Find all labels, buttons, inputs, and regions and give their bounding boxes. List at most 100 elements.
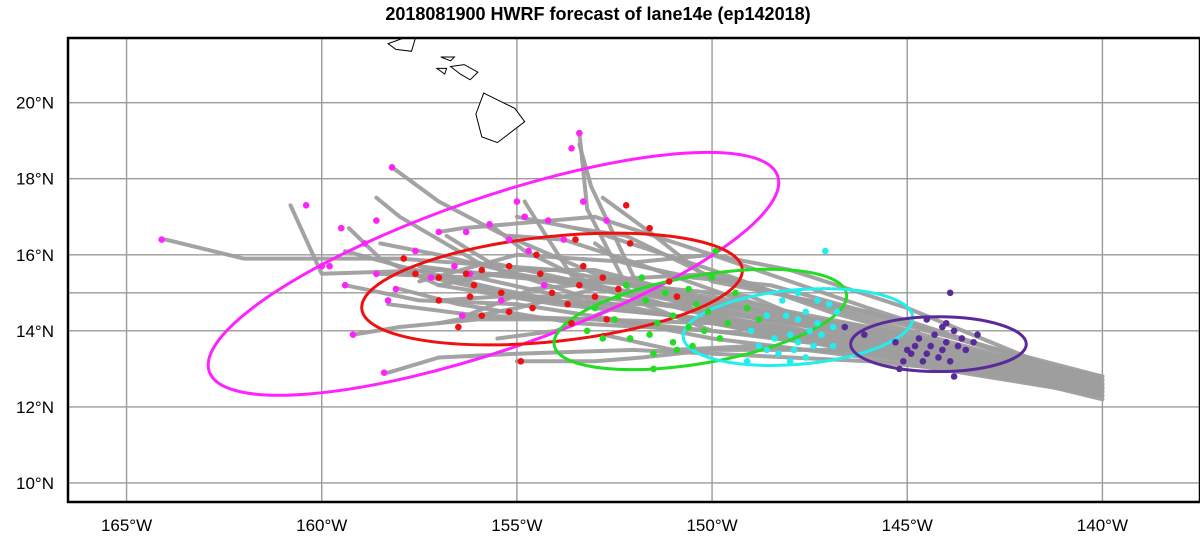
cyan-point [775,350,782,357]
red-point [568,319,575,327]
purple-point [962,346,970,354]
red-point [572,236,579,243]
map-title: 2018081900 HWRF forecast of lane14e (ep1… [385,4,810,24]
purple-point [954,342,962,350]
cyan-point [779,297,786,304]
x-tick-label: 150°W [686,516,737,535]
red-point [533,251,540,259]
magenta-point [435,228,443,236]
purple-point [923,350,931,357]
cyan-point [806,327,813,335]
magenta-point [544,217,552,224]
cyan-point [810,342,817,350]
magenta-point [521,213,529,221]
magenta-point [384,297,392,304]
red-point [466,293,474,300]
cyan-point [755,342,763,350]
purple-point [942,319,950,327]
forecast-tracks [163,131,1105,402]
green-point [693,300,700,308]
green-point [615,293,622,300]
green-point [669,338,677,346]
magenta-point [337,224,345,232]
x-tick-label: 140°W [1077,516,1128,535]
x-tick-label: 155°W [491,516,542,535]
purple-point [841,323,849,331]
red-point [576,281,583,289]
magenta-point [525,247,532,255]
green-point [716,335,724,342]
purple-point [946,357,954,365]
red-point [505,262,513,270]
red-point [455,323,462,331]
magenta-point [373,270,380,278]
purple-point [946,289,954,297]
red-point [579,262,587,270]
magenta-point [341,281,349,289]
green-point [622,281,630,289]
purple-point [919,357,927,365]
magenta-point [462,228,470,236]
red-point [412,270,419,278]
red-point [665,278,673,285]
green-point [591,304,599,312]
magenta-point [302,202,310,209]
magenta-point [540,281,548,289]
green-point [732,289,739,297]
green-point [685,285,692,293]
longitude-labels: 165°W 160°W 155°W 150°W 145°W 140°W [101,516,1128,535]
magenta-point [392,285,400,293]
cyan-point [786,331,794,338]
cyan-point [802,354,810,361]
green-point [642,297,650,304]
uncertainty-ellipses [206,150,1028,397]
magenta-point [380,369,388,376]
red-point [548,289,556,297]
cyan-point [829,323,837,331]
green-point [724,319,731,327]
red-point [462,270,470,278]
purple-point [939,346,946,354]
red-point [599,274,607,281]
graticule [68,38,1200,502]
green-point [708,274,716,281]
green-point [669,312,677,319]
cyan-point [794,289,802,297]
magenta-point [568,144,575,152]
red-point [537,270,544,278]
y-tick-label: 16°N [16,246,54,265]
cyan-point [763,312,771,319]
red-point [478,266,486,274]
hawaii-coastline [387,37,526,144]
green-point [689,342,696,350]
cyan-point [771,335,778,342]
magenta-point [486,221,493,228]
cyan-point [763,346,771,354]
magenta-point [388,164,396,171]
red-point [615,285,622,293]
cyan-point [818,331,825,338]
magenta-point [579,198,587,205]
island-outline [435,67,448,75]
cyan-point [825,300,833,308]
magenta-point [513,198,521,205]
purple-point [896,365,903,373]
y-tick-label: 20°N [16,94,54,113]
purple-point [931,331,938,338]
magenta-point [505,236,513,243]
cyan-point [814,319,821,327]
y-tick-label: 14°N [16,322,54,341]
y-tick-label: 18°N [16,170,54,189]
cyan-point [794,316,802,323]
green-point [661,289,669,297]
magenta-point [349,331,357,338]
red-point [505,308,513,316]
purple-point [935,354,942,361]
magenta-point [497,297,505,304]
red-point [435,297,443,304]
magenta-point [451,262,458,270]
cyan-point [786,357,794,365]
magenta-point [458,312,466,319]
purple-point [942,338,950,346]
green-point [685,323,692,331]
